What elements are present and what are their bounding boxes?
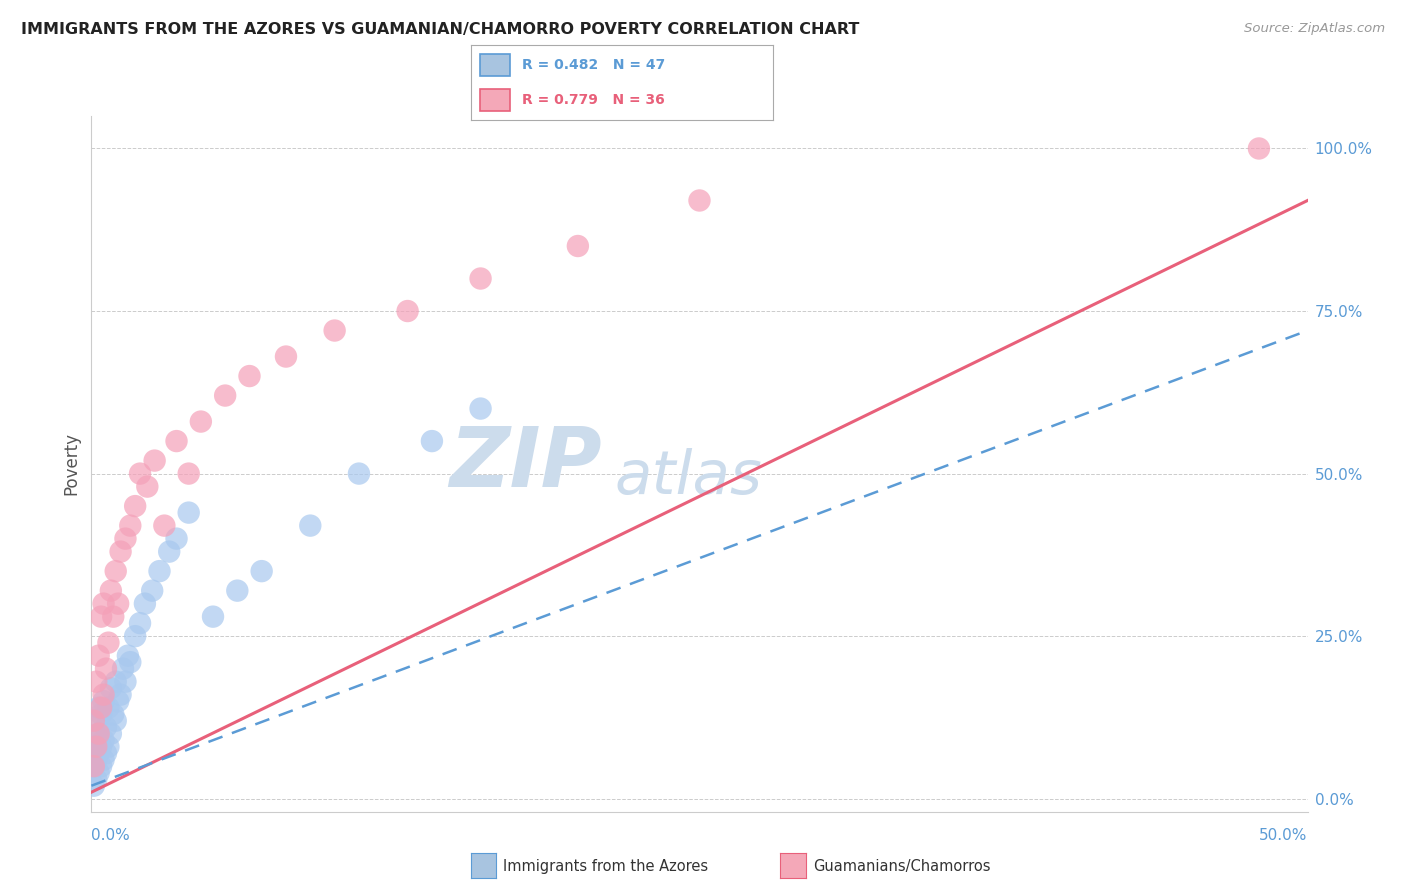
Point	[104, 714, 127, 728]
Point	[87, 727, 110, 741]
Point	[238, 369, 260, 384]
Point	[90, 700, 112, 714]
Point	[136, 480, 159, 494]
Point	[157, 544, 180, 558]
Point	[83, 779, 105, 793]
Point	[114, 532, 136, 546]
Point	[129, 467, 152, 481]
Point	[226, 583, 249, 598]
Point	[420, 434, 443, 448]
Point	[83, 759, 105, 773]
Text: IMMIGRANTS FROM THE AZORES VS GUAMANIAN/CHAMORRO POVERTY CORRELATION CHART: IMMIGRANTS FROM THE AZORES VS GUAMANIAN/…	[21, 22, 859, 37]
Point	[84, 714, 107, 728]
Point	[83, 759, 105, 773]
Point	[84, 739, 107, 754]
Text: Source: ZipAtlas.com: Source: ZipAtlas.com	[1244, 22, 1385, 36]
Point	[347, 467, 370, 481]
Point	[93, 688, 115, 702]
Point	[214, 388, 236, 402]
Text: 0.0%: 0.0%	[91, 829, 131, 843]
Point	[97, 700, 120, 714]
Point	[90, 739, 112, 754]
Point	[202, 609, 225, 624]
Point	[87, 765, 110, 780]
Point	[114, 674, 136, 689]
Point	[97, 635, 120, 649]
Point	[166, 434, 188, 448]
Point	[190, 415, 212, 429]
Point	[299, 518, 322, 533]
Point	[117, 648, 139, 663]
Point	[94, 746, 117, 760]
Point	[100, 727, 122, 741]
Point	[103, 609, 125, 624]
Point	[90, 707, 112, 722]
Point	[688, 194, 710, 208]
Point	[100, 583, 122, 598]
Point	[87, 746, 110, 760]
Text: R = 0.482   N = 47: R = 0.482 N = 47	[523, 58, 665, 72]
Text: atlas: atlas	[614, 449, 762, 508]
Point	[148, 564, 170, 578]
Point	[84, 733, 107, 747]
Point	[111, 662, 134, 676]
Point	[97, 739, 120, 754]
Point	[83, 714, 105, 728]
Point	[129, 616, 152, 631]
Point	[84, 753, 107, 767]
Point	[87, 727, 110, 741]
Point	[120, 655, 142, 669]
Point	[1247, 141, 1270, 155]
Point	[104, 564, 127, 578]
Point	[124, 499, 146, 513]
Point	[84, 674, 107, 689]
Point	[143, 453, 166, 467]
Point	[470, 271, 492, 285]
Point	[90, 759, 112, 773]
Point	[124, 629, 146, 643]
Point	[153, 518, 176, 533]
Point	[93, 597, 115, 611]
Point	[177, 467, 200, 481]
Point	[87, 648, 110, 663]
Point	[87, 700, 110, 714]
Point	[83, 739, 105, 754]
Point	[250, 564, 273, 578]
Point	[470, 401, 492, 416]
Text: R = 0.779   N = 36: R = 0.779 N = 36	[523, 93, 665, 107]
Y-axis label: Poverty: Poverty	[62, 433, 80, 495]
Point	[110, 544, 132, 558]
Point	[134, 597, 156, 611]
Point	[90, 609, 112, 624]
Point	[166, 532, 188, 546]
Point	[93, 694, 115, 708]
Point	[177, 506, 200, 520]
Bar	[479, 54, 510, 77]
Text: 50.0%: 50.0%	[1260, 829, 1308, 843]
Text: ZIP: ZIP	[450, 424, 602, 504]
Bar	[479, 88, 510, 112]
Point	[120, 518, 142, 533]
Point	[100, 681, 122, 695]
Point	[93, 753, 115, 767]
Point	[93, 733, 115, 747]
Point	[567, 239, 589, 253]
Point	[396, 304, 419, 318]
Text: Guamanians/Chamorros: Guamanians/Chamorros	[813, 859, 990, 873]
Point	[94, 662, 117, 676]
Point	[103, 707, 125, 722]
Point	[107, 597, 129, 611]
Point	[104, 674, 127, 689]
Point	[110, 688, 132, 702]
Point	[84, 772, 107, 787]
Text: Immigrants from the Azores: Immigrants from the Azores	[503, 859, 709, 873]
Point	[94, 720, 117, 734]
Point	[274, 350, 297, 364]
Point	[323, 324, 346, 338]
Point	[107, 694, 129, 708]
Point	[141, 583, 163, 598]
